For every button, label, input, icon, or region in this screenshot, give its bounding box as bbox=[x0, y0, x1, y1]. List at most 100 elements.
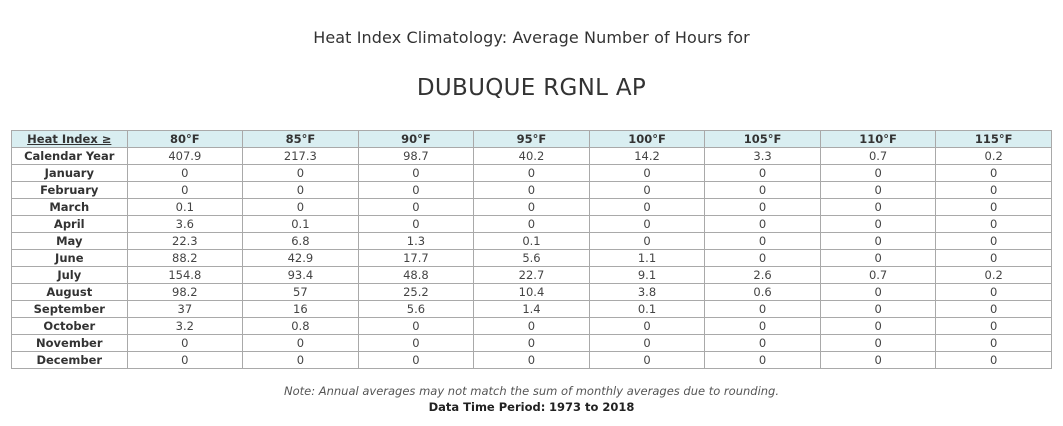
column-header: 90°F bbox=[357, 130, 475, 148]
table-row: August 98.2 57 25.2 10.4 3.8 0.6 0 0 bbox=[11, 283, 1052, 301]
table-cell: 0 bbox=[704, 215, 821, 233]
table-row: December 0 0 0 0 0 0 0 0 bbox=[11, 351, 1052, 369]
table-cell: 0 bbox=[935, 317, 1052, 335]
table-row: September 37 16 5.6 1.4 0.1 0 0 0 bbox=[11, 300, 1052, 318]
period-value: 1973 to 2018 bbox=[548, 400, 635, 414]
table-cell: 0 bbox=[588, 164, 706, 182]
table-cell: 0.7 bbox=[819, 266, 937, 284]
table-row: March 0.1 0 0 0 0 0 0 0 bbox=[11, 198, 1052, 216]
table-cell: 0 bbox=[819, 317, 937, 335]
table-cell: 0 bbox=[935, 181, 1052, 199]
table-cell: 0 bbox=[704, 351, 821, 369]
table-cell: 0 bbox=[704, 198, 821, 216]
table-cell: 40.2 bbox=[473, 147, 590, 165]
table-cell: 0 bbox=[357, 198, 475, 216]
table-cell: 0.2 bbox=[935, 266, 1052, 284]
table-cell: 25.2 bbox=[357, 283, 475, 301]
row-label: September bbox=[11, 300, 128, 318]
row-label: November bbox=[11, 334, 128, 352]
table-cell: 0 bbox=[126, 164, 244, 182]
column-header: 105°F bbox=[704, 130, 821, 148]
table-cell: 0 bbox=[473, 215, 590, 233]
row-label: December bbox=[11, 351, 128, 369]
table-cell: 98.7 bbox=[357, 147, 475, 165]
table-cell: 0 bbox=[357, 164, 475, 182]
column-header: 80°F bbox=[126, 130, 244, 148]
table-body: Calendar Year 407.9 217.3 98.7 40.2 14.2 3.3 0.… bbox=[11, 147, 1052, 369]
table-row: January 0 0 0 0 0 0 0 0 bbox=[11, 164, 1052, 182]
table-cell: 0 bbox=[357, 351, 475, 369]
station-name: DUBUQUE RGNL AP bbox=[416, 75, 647, 101]
table-cell: 0 bbox=[473, 351, 590, 369]
table-cell: 0 bbox=[357, 215, 475, 233]
table-cell: 0 bbox=[819, 215, 937, 233]
table-cell: 0 bbox=[819, 334, 937, 352]
table-cell: 42.9 bbox=[242, 249, 359, 267]
table-cell: 0.8 bbox=[242, 317, 359, 335]
table-cell: 1.1 bbox=[588, 249, 706, 267]
table-cell: 3.6 bbox=[126, 215, 244, 233]
heat-index-table: Heat Index ≥ 80°F 85°F 90°F 95°F 100°F 1… bbox=[11, 130, 1052, 369]
table-cell: 0 bbox=[473, 198, 590, 216]
table-row: July 154.8 93.4 48.8 22.7 9.1 2.6 0.7 0.2 bbox=[11, 266, 1052, 284]
column-header: 85°F bbox=[242, 130, 359, 148]
table-cell: 0.1 bbox=[473, 232, 590, 250]
table-cell: 0 bbox=[935, 300, 1052, 318]
row-label: May bbox=[11, 232, 128, 250]
table-cell: 5.6 bbox=[473, 249, 590, 267]
table-row: February 0 0 0 0 0 0 0 0 bbox=[11, 181, 1052, 199]
table-cell: 0 bbox=[935, 198, 1052, 216]
table-cell: 98.2 bbox=[126, 283, 244, 301]
column-header: 110°F bbox=[819, 130, 937, 148]
table-cell: 0 bbox=[588, 334, 706, 352]
table-row: May 22.3 6.8 1.3 0.1 0 0 0 0 bbox=[11, 232, 1052, 250]
table-cell: 22.7 bbox=[473, 266, 590, 284]
table-cell: 88.2 bbox=[126, 249, 244, 267]
table-cell: 2.6 bbox=[704, 266, 821, 284]
table-cell: 0.1 bbox=[588, 300, 706, 318]
table-cell: 6.8 bbox=[242, 232, 359, 250]
table-cell: 14.2 bbox=[588, 147, 706, 165]
column-header: 95°F bbox=[473, 130, 590, 148]
table-cell: 0 bbox=[126, 351, 244, 369]
table-cell: 0 bbox=[473, 181, 590, 199]
table-cell: 0 bbox=[588, 317, 706, 335]
table-cell: 0 bbox=[704, 181, 821, 199]
table-cell: 0 bbox=[819, 351, 937, 369]
table-cell: 154.8 bbox=[126, 266, 244, 284]
table-cell: 0 bbox=[819, 283, 937, 301]
table-cell: 0 bbox=[588, 232, 706, 250]
column-header: 115°F bbox=[935, 130, 1052, 148]
table-cell: 0 bbox=[357, 181, 475, 199]
table-cell: 0 bbox=[242, 334, 359, 352]
table-cell: 0 bbox=[126, 181, 244, 199]
period-label: Data Time Period: bbox=[428, 400, 546, 414]
table-cell: 22.3 bbox=[126, 232, 244, 250]
table-cell: 0 bbox=[935, 232, 1052, 250]
table-cell: 0 bbox=[473, 317, 590, 335]
table-cell: 1.3 bbox=[357, 232, 475, 250]
table-cell: 3.3 bbox=[704, 147, 821, 165]
table-cell: 0 bbox=[935, 334, 1052, 352]
table-cell: 37 bbox=[126, 300, 244, 318]
table-cell: 0.7 bbox=[819, 147, 937, 165]
table-cell: 3.2 bbox=[126, 317, 244, 335]
table-cell: 0 bbox=[704, 317, 821, 335]
table-cell: 0.1 bbox=[126, 198, 244, 216]
row-label: January bbox=[11, 164, 128, 182]
table-cell: 17.7 bbox=[357, 249, 475, 267]
table-cell: 0 bbox=[819, 232, 937, 250]
table-cell: 0 bbox=[704, 232, 821, 250]
row-label: June bbox=[11, 249, 128, 267]
table-cell: 0 bbox=[242, 164, 359, 182]
table-cell: 16 bbox=[242, 300, 359, 318]
row-label: July bbox=[11, 266, 128, 284]
table-cell: 0 bbox=[704, 164, 821, 182]
table-cell: 10.4 bbox=[473, 283, 590, 301]
table-cell: 0 bbox=[473, 334, 590, 352]
table-row: October 3.2 0.8 0 0 0 0 0 0 bbox=[11, 317, 1052, 335]
table-cell: 0 bbox=[126, 334, 244, 352]
table-cell: 0 bbox=[588, 181, 706, 199]
table-cell: 0 bbox=[473, 164, 590, 182]
row-label: February bbox=[11, 181, 128, 199]
